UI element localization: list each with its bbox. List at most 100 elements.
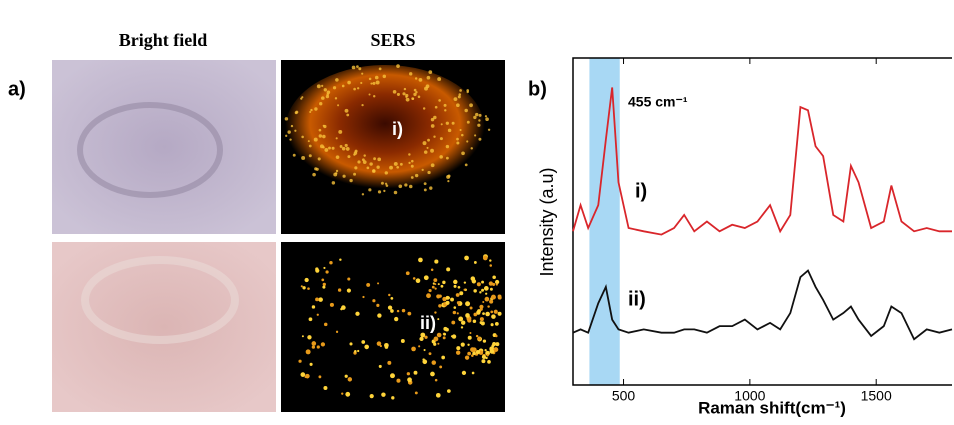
speckle [447,389,451,393]
speckle [491,314,496,319]
speckle [415,174,418,177]
speckle [353,173,356,176]
speckle [448,129,452,133]
speckle [337,104,339,106]
speckle [498,312,502,316]
column-title: SERS [370,30,415,50]
speckle [443,327,447,331]
speckle [409,72,412,75]
speckle [345,144,348,147]
speckle [464,289,466,291]
speckle [427,139,430,142]
speckle [467,344,469,346]
speckle [493,347,498,352]
speckle [476,350,480,354]
speckle [335,172,337,174]
speckle [377,341,382,346]
speckle [347,155,350,158]
speckle [387,361,391,365]
speckle [426,293,431,298]
speckle [310,109,312,111]
speckle [357,87,359,89]
speckle [430,372,435,377]
speckle [474,134,476,136]
speckle [456,103,460,107]
sers-image [281,242,505,412]
speckle [481,321,485,325]
speckle [418,345,420,347]
speckle [482,312,485,315]
speckle [431,269,434,272]
speckle [423,141,427,145]
speckle [309,111,311,113]
speckle [329,261,332,264]
speckle [442,281,445,284]
speckle [459,291,463,295]
speckle [301,136,304,139]
speckle [326,95,329,98]
speckle [353,88,356,91]
speckle [347,81,351,85]
speckle [432,286,435,289]
speckle [368,188,371,191]
speckle [340,145,343,148]
speckle [473,320,477,324]
speckle [489,300,493,304]
speckle [475,113,478,116]
speckle [487,360,491,364]
speckle [453,280,457,284]
speckle [477,124,480,127]
speckle [305,278,309,282]
speckle [354,166,357,169]
speckle [411,160,414,163]
speckle [381,392,385,396]
speckle [473,313,477,317]
speckle [349,342,352,345]
speckle [478,119,480,121]
speckle [370,394,374,398]
speckle [305,374,310,379]
speckle [348,377,352,381]
speckle [415,391,418,394]
speckle [346,147,350,151]
speckle [312,173,316,177]
speckle [458,93,461,96]
speckle [482,355,486,359]
speckle [478,138,481,141]
speckle [385,183,387,185]
image-label: ii) [420,313,436,333]
speckle [314,138,318,142]
speckle [424,182,427,185]
speckle [312,345,315,348]
speckle [338,130,342,134]
speckle [324,323,328,327]
panel-label: b) [528,78,547,100]
speckle [388,305,392,309]
speckle [319,102,322,105]
speckle [405,94,408,97]
speckle [394,191,398,195]
speckle [314,107,317,110]
speckle [494,310,498,314]
speckle [317,84,321,88]
speckle [307,287,310,290]
speckle [464,109,467,112]
speckle [491,295,496,300]
speckle [287,130,290,133]
speckle [363,160,367,164]
speckle [414,89,417,92]
speckle [456,346,460,350]
series-label: ii) [628,288,646,310]
speckle [369,93,371,95]
speckle [446,122,449,125]
speckle [315,267,318,270]
speckle [447,180,449,182]
speckle [369,78,372,81]
speckle [379,67,382,70]
speckle [471,276,476,281]
speckle [388,294,390,296]
speckle [496,283,498,285]
speckle [452,334,456,338]
speckle [471,147,473,149]
speckle [406,98,410,102]
